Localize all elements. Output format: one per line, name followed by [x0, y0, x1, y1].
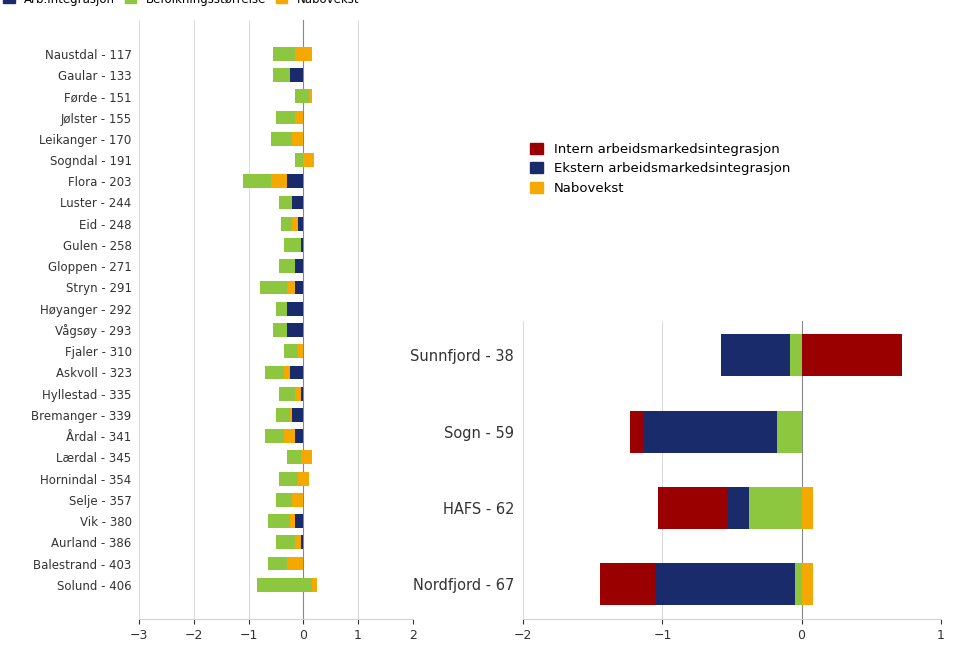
Bar	[276, 408, 290, 422]
Bar	[303, 153, 314, 167]
Bar	[243, 174, 303, 188]
Bar	[276, 493, 303, 507]
Bar	[276, 111, 295, 124]
Bar	[644, 411, 777, 453]
Bar	[265, 365, 303, 379]
Bar	[293, 217, 298, 231]
Text: Små kommuner med lav
arbeidsmarkedsintegrasjon –
Små og isolerte arbeidsmarkeder: Små kommuner med lav arbeidsmarkedsinteg…	[453, 109, 908, 202]
Bar	[281, 217, 293, 231]
Bar	[276, 535, 295, 550]
Bar	[265, 429, 284, 443]
Bar	[278, 259, 303, 273]
Bar	[278, 386, 303, 401]
Bar	[281, 217, 303, 231]
Bar	[287, 557, 303, 571]
Bar	[274, 47, 295, 61]
Bar	[284, 345, 298, 358]
Bar	[298, 472, 309, 485]
Bar	[656, 563, 795, 605]
Bar	[728, 487, 749, 529]
Bar	[284, 365, 290, 379]
Bar	[295, 89, 309, 103]
Bar	[268, 514, 290, 528]
Bar	[284, 238, 303, 252]
Bar	[276, 302, 303, 316]
Bar	[802, 563, 813, 605]
Bar	[278, 196, 293, 210]
Bar	[749, 487, 802, 529]
Bar	[795, 563, 802, 605]
Bar	[274, 323, 287, 337]
Bar	[278, 259, 295, 273]
Bar	[278, 386, 295, 401]
Bar	[276, 535, 303, 550]
Bar	[293, 493, 303, 507]
Bar	[274, 47, 303, 61]
Bar	[290, 408, 293, 422]
Bar	[274, 68, 290, 82]
Bar	[777, 411, 802, 453]
Bar	[312, 578, 317, 591]
Bar	[276, 493, 293, 507]
Bar	[284, 345, 303, 358]
Legend: Intern arbeidsmarkedsintegrasjon, Ekstern arbeidsmarkedsintegrasjon, Nabovekst: Intern arbeidsmarkedsintegrasjon, Ekster…	[530, 143, 790, 195]
Bar	[309, 89, 312, 103]
Bar	[295, 47, 312, 61]
Bar	[278, 472, 303, 485]
Bar	[293, 132, 303, 145]
Bar	[295, 111, 303, 124]
Bar	[274, 323, 303, 337]
Bar	[271, 132, 293, 145]
Bar	[287, 451, 300, 464]
Bar	[298, 345, 303, 358]
Bar	[257, 578, 312, 591]
Bar	[295, 386, 300, 401]
Bar	[271, 174, 287, 188]
Bar	[268, 557, 287, 571]
Bar	[243, 174, 271, 188]
Bar	[631, 411, 644, 453]
Bar	[295, 89, 303, 103]
Bar	[276, 408, 303, 422]
Bar	[276, 111, 303, 124]
Bar	[284, 238, 300, 252]
Bar	[259, 280, 287, 294]
Bar	[257, 578, 303, 591]
Bar	[271, 132, 303, 145]
Bar	[268, 514, 303, 528]
Bar	[265, 429, 303, 443]
Bar	[287, 451, 303, 464]
Bar	[278, 196, 303, 210]
Bar	[284, 429, 295, 443]
Bar	[265, 365, 284, 379]
Bar	[790, 335, 802, 377]
Bar	[659, 487, 728, 529]
Bar	[274, 68, 303, 82]
Bar	[276, 302, 287, 316]
Bar	[268, 557, 303, 571]
Legend: Arb.integrasjon, Befolkningsstørrelse, Nabovekst: Arb.integrasjon, Befolkningsstørrelse, N…	[3, 0, 359, 6]
Bar	[287, 280, 295, 294]
Bar	[290, 514, 295, 528]
Bar	[259, 280, 303, 294]
Bar	[300, 451, 312, 464]
Bar	[295, 153, 303, 167]
Bar	[295, 153, 303, 167]
Bar	[802, 335, 901, 377]
Bar	[600, 563, 656, 605]
Bar	[295, 535, 300, 550]
Bar	[721, 335, 790, 377]
Bar	[278, 472, 298, 485]
Bar	[802, 487, 813, 529]
